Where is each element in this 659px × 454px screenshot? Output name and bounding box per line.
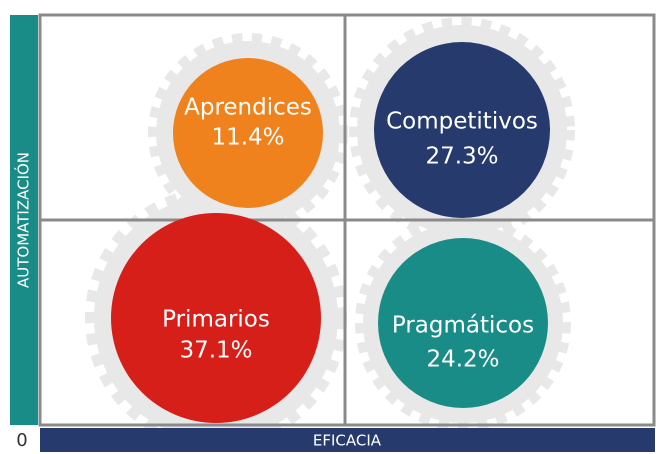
node-value: 11.4%	[211, 125, 284, 151]
node-label: Competitivos	[386, 109, 538, 135]
y-axis-bar	[10, 15, 38, 425]
x-axis-bar	[40, 428, 655, 452]
node-value: 24.2%	[426, 347, 499, 373]
bubble	[111, 213, 321, 423]
x-axis-label: EFICACIA	[313, 432, 382, 450]
origin-label: 0	[16, 430, 27, 451]
y-axis-label: AUTOMATIZACIÓN	[14, 152, 33, 288]
bubble	[374, 42, 550, 218]
grid	[38, 13, 656, 427]
node-value: 27.3%	[425, 144, 498, 170]
node-label: Aprendices	[184, 95, 312, 121]
node-value: 37.1%	[179, 338, 252, 364]
node-label: Primarios	[162, 307, 270, 333]
bubble	[378, 238, 548, 408]
bubble	[173, 58, 323, 208]
node-label: Pragmáticos	[392, 313, 534, 339]
